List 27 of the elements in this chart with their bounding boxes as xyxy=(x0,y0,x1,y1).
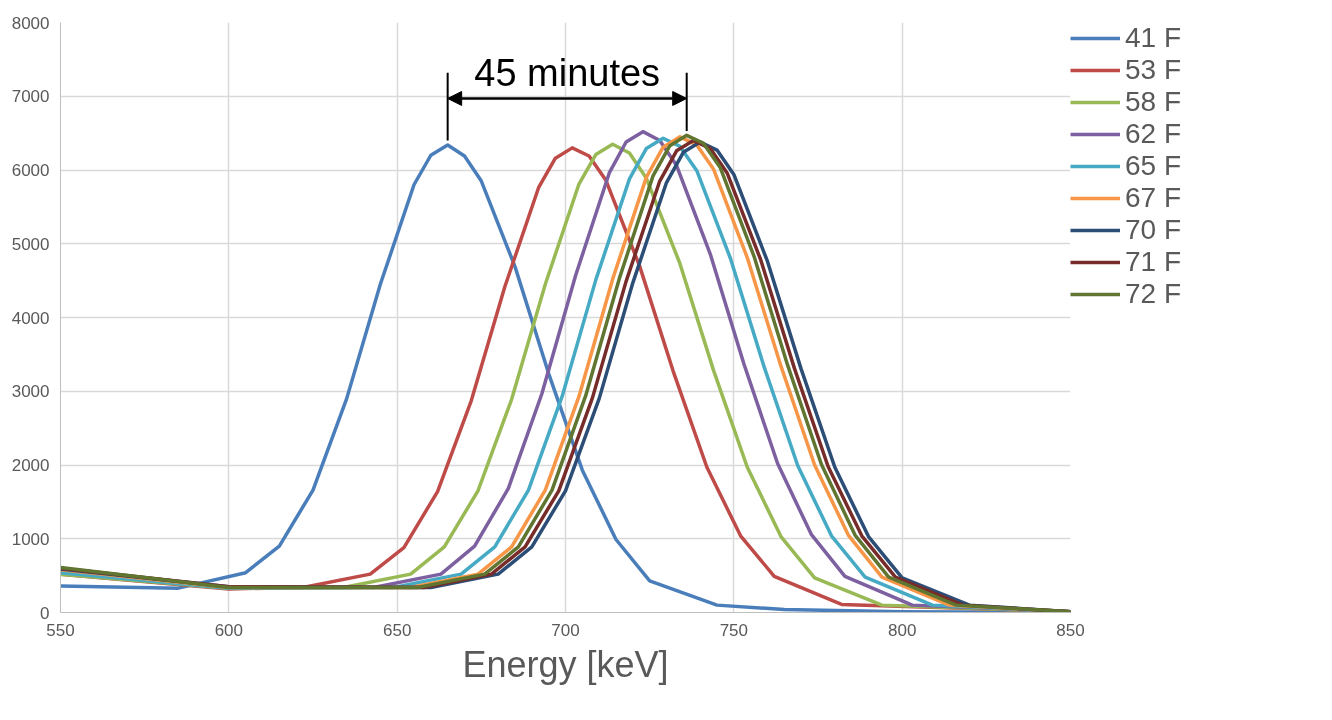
legend-label: 65 F xyxy=(1125,150,1182,182)
legend-label: 53 F xyxy=(1125,54,1182,86)
legend-label: 58 F xyxy=(1125,86,1182,118)
x-tick-label: 600 xyxy=(214,620,244,640)
legend-label: 70 F xyxy=(1125,214,1182,246)
y-tick-label: 7000 xyxy=(11,87,50,107)
y-tick-label: 0 xyxy=(40,603,50,623)
legend-label: 62 F xyxy=(1125,118,1182,150)
legend-label: 67 F xyxy=(1125,182,1182,214)
legend-label: 41 F xyxy=(1125,22,1182,54)
x-tick-label: 700 xyxy=(551,620,580,640)
annotation: 45 minutes xyxy=(474,52,661,95)
y-tick-label: 5000 xyxy=(11,234,50,254)
y-tick-label: 4000 xyxy=(11,308,50,328)
x-tick-label: 850 xyxy=(1056,620,1085,640)
legend-label: 72 F xyxy=(1125,278,1182,310)
y-tick-label: 6000 xyxy=(11,161,50,180)
x-tick-label: 650 xyxy=(382,620,412,640)
x-axis-title: Energy [keV] xyxy=(462,643,669,685)
legend-label: 71 F xyxy=(1125,246,1182,278)
y-tick-label: 8000 xyxy=(11,13,50,33)
x-tick-label: 750 xyxy=(719,620,749,640)
x-tick-label: 800 xyxy=(887,620,917,640)
y-tick-label: 2000 xyxy=(11,456,50,475)
y-tick-label: 3000 xyxy=(11,382,50,402)
x-tick-label: 550 xyxy=(46,620,75,640)
y-tick-label: 1000 xyxy=(11,529,50,549)
